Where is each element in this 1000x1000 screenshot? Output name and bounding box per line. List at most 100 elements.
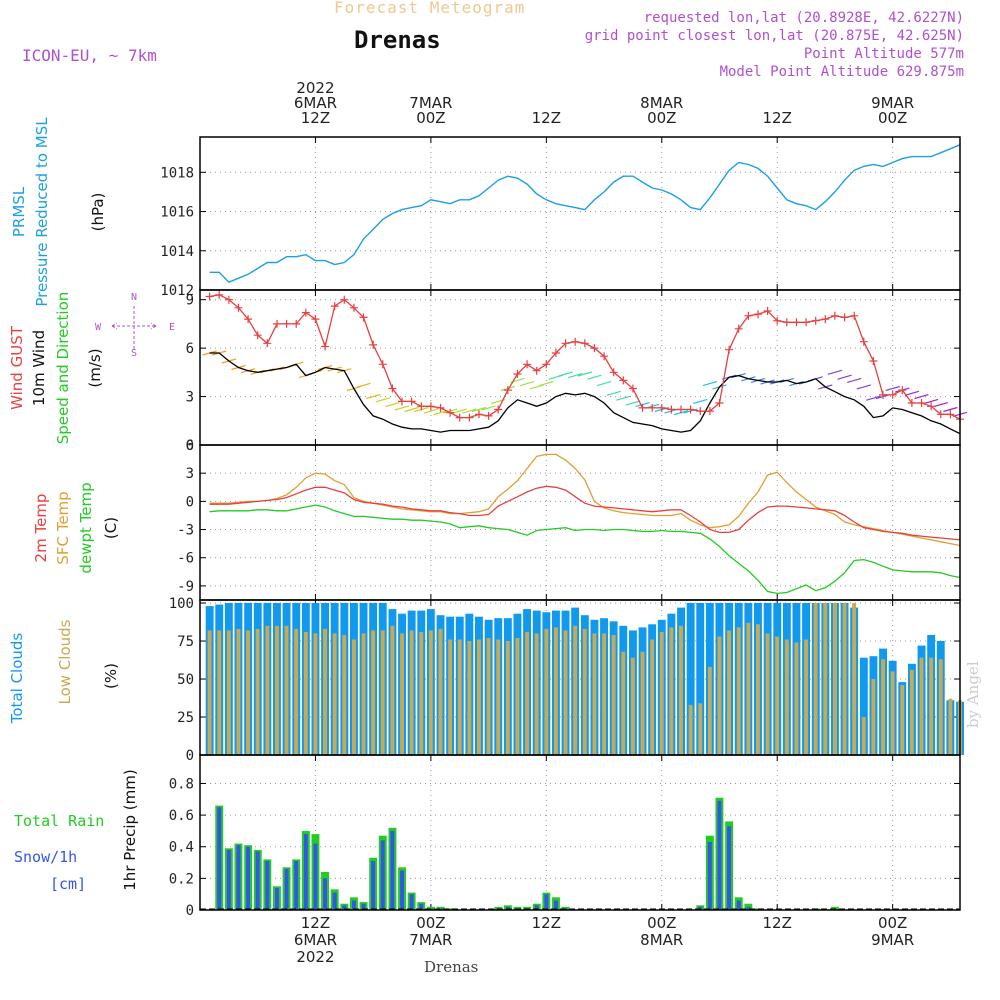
wind-arrow [394,405,410,411]
time-label-top: 8MAR [640,94,683,112]
snow-bar [736,900,741,910]
wind-arrow [856,384,871,390]
gust-marker [927,402,936,411]
panel-frame [199,136,961,291]
low-clouds-bar [881,659,885,755]
low-clouds-bar [409,630,414,755]
tick-label-y: 0.2 [169,871,194,887]
snow-bar [400,870,404,910]
low-clouds-bar [813,603,818,755]
total-clouds-bar [859,657,868,755]
gust-marker [754,310,762,319]
gust-marker [253,331,262,340]
low-clouds-bar [765,633,770,755]
wind-arrow [625,400,641,406]
gust-marker [898,386,907,395]
low-clouds-bar [217,630,222,755]
tick-label-y: 3 [186,390,194,406]
tick-label-y: -3 [177,523,194,539]
pressure-line [209,144,961,284]
gust-marker [648,403,657,412]
tick-label-y: 0.6 [169,808,194,824]
gust-marker [657,403,666,412]
gust-marker [369,340,378,349]
gust-marker [850,311,859,320]
point-altitude: Point Altitude 577m [803,46,964,62]
low-clouds-bar [707,666,712,755]
gust-marker [398,397,406,406]
gust-marker [879,390,887,399]
low-clouds-bar [852,603,857,755]
total-clouds-bar [686,603,695,755]
time-label-top: 00Z [647,109,676,127]
dewpt-temp-line [209,504,961,595]
low-clouds-bar [380,630,385,755]
label-hpa: (hPa) [89,193,107,232]
wind-arrow [519,381,535,387]
low-clouds-bar [602,633,606,755]
time-label-top: 12Z [301,109,330,127]
gust-marker [484,411,493,420]
low-clouds-bar [669,627,674,755]
requested-coords: requested lon,lat (20.8928E, 42.6227N) [643,10,964,26]
tick-label-y: 6 [186,438,194,454]
gust-marker [542,360,551,369]
gust-marker [628,384,637,393]
low-clouds-bar [371,630,376,755]
gust-marker [446,408,455,417]
label-snow: Snow/1h [14,848,77,866]
wind-arrow [606,390,621,396]
wind-arrow [596,381,612,387]
time-label-bottom: 8MAR [640,931,683,949]
low-clouds-bar [621,651,626,755]
gust-marker [532,366,541,375]
label-pressure-msl: Pressure Reduced to MSL [33,117,51,307]
wind-arrow [702,381,718,387]
time-label-top: 9MAR [871,94,914,112]
tick-label-y: -6 [177,551,194,567]
gust-marker [638,403,647,412]
time-label-bottom: 6MAR [294,931,337,949]
gust-marker [888,390,897,399]
gust-marker [696,407,705,416]
sfc-temp-line [209,453,961,547]
wind-arrow [539,381,554,387]
panel-precip: 0 0.2 0.4 0.6 0.8 [169,754,961,919]
low-clouds-bar [804,639,808,755]
wind-arrow [933,402,948,408]
gust-marker [513,370,522,378]
time-label-top: 00Z [878,109,907,127]
compass-s: S [131,348,137,359]
wind-arrow [568,373,583,379]
gust-marker [340,295,349,304]
gust-marker [667,405,676,414]
gust-marker [436,403,445,412]
gust-marker [311,315,320,324]
low-clouds-bar [525,631,529,755]
gust-marker [811,316,820,325]
low-clouds-bar [775,636,780,755]
gust-marker [821,315,830,324]
label-snow-unit: [cm] [50,875,86,893]
snow-bar [409,894,414,910]
low-clouds-bar [563,630,568,755]
wind-arrow [827,369,843,375]
gust-marker [301,308,310,317]
low-clouds-bar [457,639,462,755]
low-clouds-bar [938,659,943,755]
model-altitude: Model Point Altitude 629.875m [719,64,964,80]
gust-marker [273,319,281,328]
low-clouds-bar [650,639,655,755]
compass-arrows [111,306,157,350]
low-clouds-bar [909,669,914,755]
gust-marker [744,311,753,320]
low-clouds-bar [582,628,587,755]
time-label-top: 12Z [532,109,561,127]
temp-2m-line [209,485,961,541]
wind-arrow [587,374,602,380]
gust-marker [224,295,233,304]
low-clouds-bar [554,627,558,755]
wind-arrow [693,398,708,404]
snow-bar [255,851,260,910]
snow-bar [342,905,347,910]
